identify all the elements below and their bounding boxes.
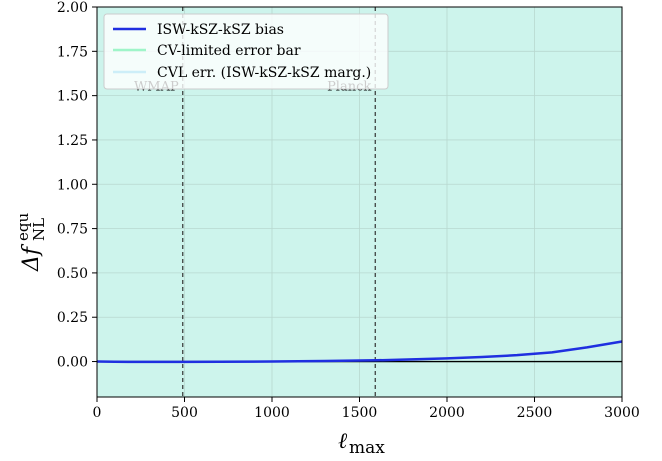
series: [96, 340, 623, 364]
legend-label-cvl-marg: CVL err. (ISW-kSZ-kSZ marg.): [157, 65, 371, 81]
y-axis: 0.00 0.25 0.50 0.75 1.00 1.25 1.50 1.75 2.00: [57, 0, 97, 371]
x-tick-label: 3000: [604, 405, 640, 421]
y-tick-label: 1.50: [57, 89, 88, 105]
x-axis: 0 500 1000 1500 2000 2500 3000: [93, 397, 640, 421]
y-tick-label: 0.00: [57, 355, 88, 371]
x-tick-label: 2000: [429, 405, 465, 421]
y-tick-label: 1.75: [57, 44, 88, 60]
x-axis-title: ℓ max: [338, 429, 385, 458]
y-tick-label: 0.75: [57, 222, 88, 238]
legend-label-bias: ISW-kSZ-kSZ bias: [157, 22, 284, 38]
y-tick-label: 1.00: [57, 177, 88, 193]
legend: ISW-kSZ-kSZ bias CV-limited error bar CV…: [103, 13, 389, 90]
x-tick-label: 2500: [517, 405, 553, 421]
x-axis-title-main: ℓ: [338, 429, 348, 454]
y-tick-label: 2.00: [57, 0, 88, 16]
x-tick-label: 1500: [342, 405, 378, 421]
y-axis-title-main: Δf: [19, 243, 44, 272]
y-tick-label: 0.25: [57, 310, 88, 326]
x-tick-label: 500: [171, 405, 198, 421]
legend-box: [103, 13, 389, 90]
y-tick-label: 1.25: [57, 133, 88, 149]
y-axis-title-sup: equ: [14, 213, 32, 241]
legend-label-cv-error: CV-limited error bar: [157, 43, 301, 59]
y-axis-title: Δf equ NL: [14, 213, 48, 272]
series-line-0: [96, 340, 623, 364]
x-tick-label: 1000: [254, 405, 290, 421]
y-axis-title-sub: NL: [30, 218, 48, 241]
x-axis-title-sub: max: [349, 438, 385, 458]
x-tick-label: 0: [93, 405, 102, 421]
y-tick-label: 0.50: [57, 266, 88, 282]
